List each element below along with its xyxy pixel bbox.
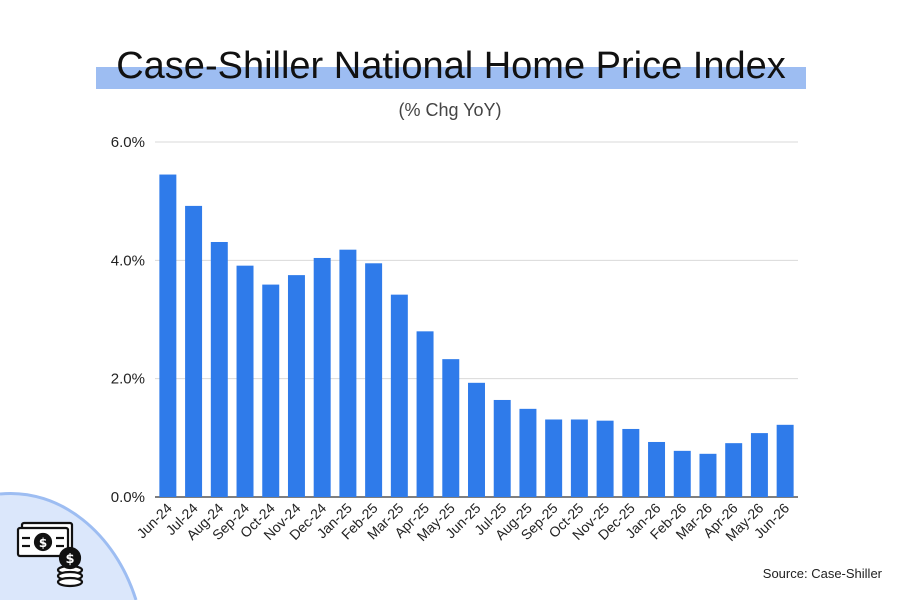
- source-note: Source: Case-Shiller: [762, 566, 882, 581]
- bar: [725, 443, 743, 497]
- bar: [390, 294, 408, 497]
- svg-text:$: $: [39, 536, 47, 550]
- bar: [750, 433, 768, 497]
- bar: [365, 263, 383, 497]
- bar: [468, 382, 485, 497]
- y-tick-label: 6.0%: [111, 134, 145, 151]
- y-tick-label: 4.0%: [111, 252, 145, 269]
- bar: [313, 257, 331, 497]
- bar: [159, 174, 177, 497]
- bar: [442, 359, 460, 497]
- bar: [570, 419, 588, 497]
- bar: [648, 441, 666, 497]
- bar: [493, 399, 511, 497]
- bar: [262, 284, 280, 497]
- bar: [236, 265, 254, 497]
- bar: [699, 453, 717, 497]
- chart-title: Case-Shiller National Home Price Index: [116, 45, 786, 87]
- chart-subtitle: (% Chg YoY): [398, 100, 502, 120]
- corner-arc-outline: [0, 491, 138, 600]
- y-tick-labels: 0.0% 2.0% 4.0% 6.0%: [111, 134, 145, 506]
- bar: [210, 241, 228, 497]
- x-tick-labels: Jun-24Jul-24Aug-24Sep-24Oct-24Nov-24Dec-…: [133, 500, 792, 544]
- money-stack-icon: $ $: [16, 521, 84, 588]
- bar: [339, 249, 357, 497]
- bar: [519, 408, 537, 497]
- bar: [673, 450, 691, 497]
- bar: [622, 428, 640, 497]
- bar: [287, 275, 305, 497]
- bar: [545, 419, 563, 497]
- title-highlight: [96, 67, 806, 89]
- bars: [159, 174, 794, 497]
- y-tick-label: 0.0%: [111, 489, 145, 506]
- bar: [776, 424, 794, 497]
- svg-text:$: $: [65, 552, 74, 567]
- bar: [416, 331, 434, 497]
- title-block: Case-Shiller National Home Price Index: [96, 40, 806, 92]
- bar: [185, 205, 203, 497]
- corner-decoration: $ $: [0, 491, 138, 600]
- y-tick-label: 2.0%: [111, 371, 145, 388]
- bar: [596, 420, 614, 497]
